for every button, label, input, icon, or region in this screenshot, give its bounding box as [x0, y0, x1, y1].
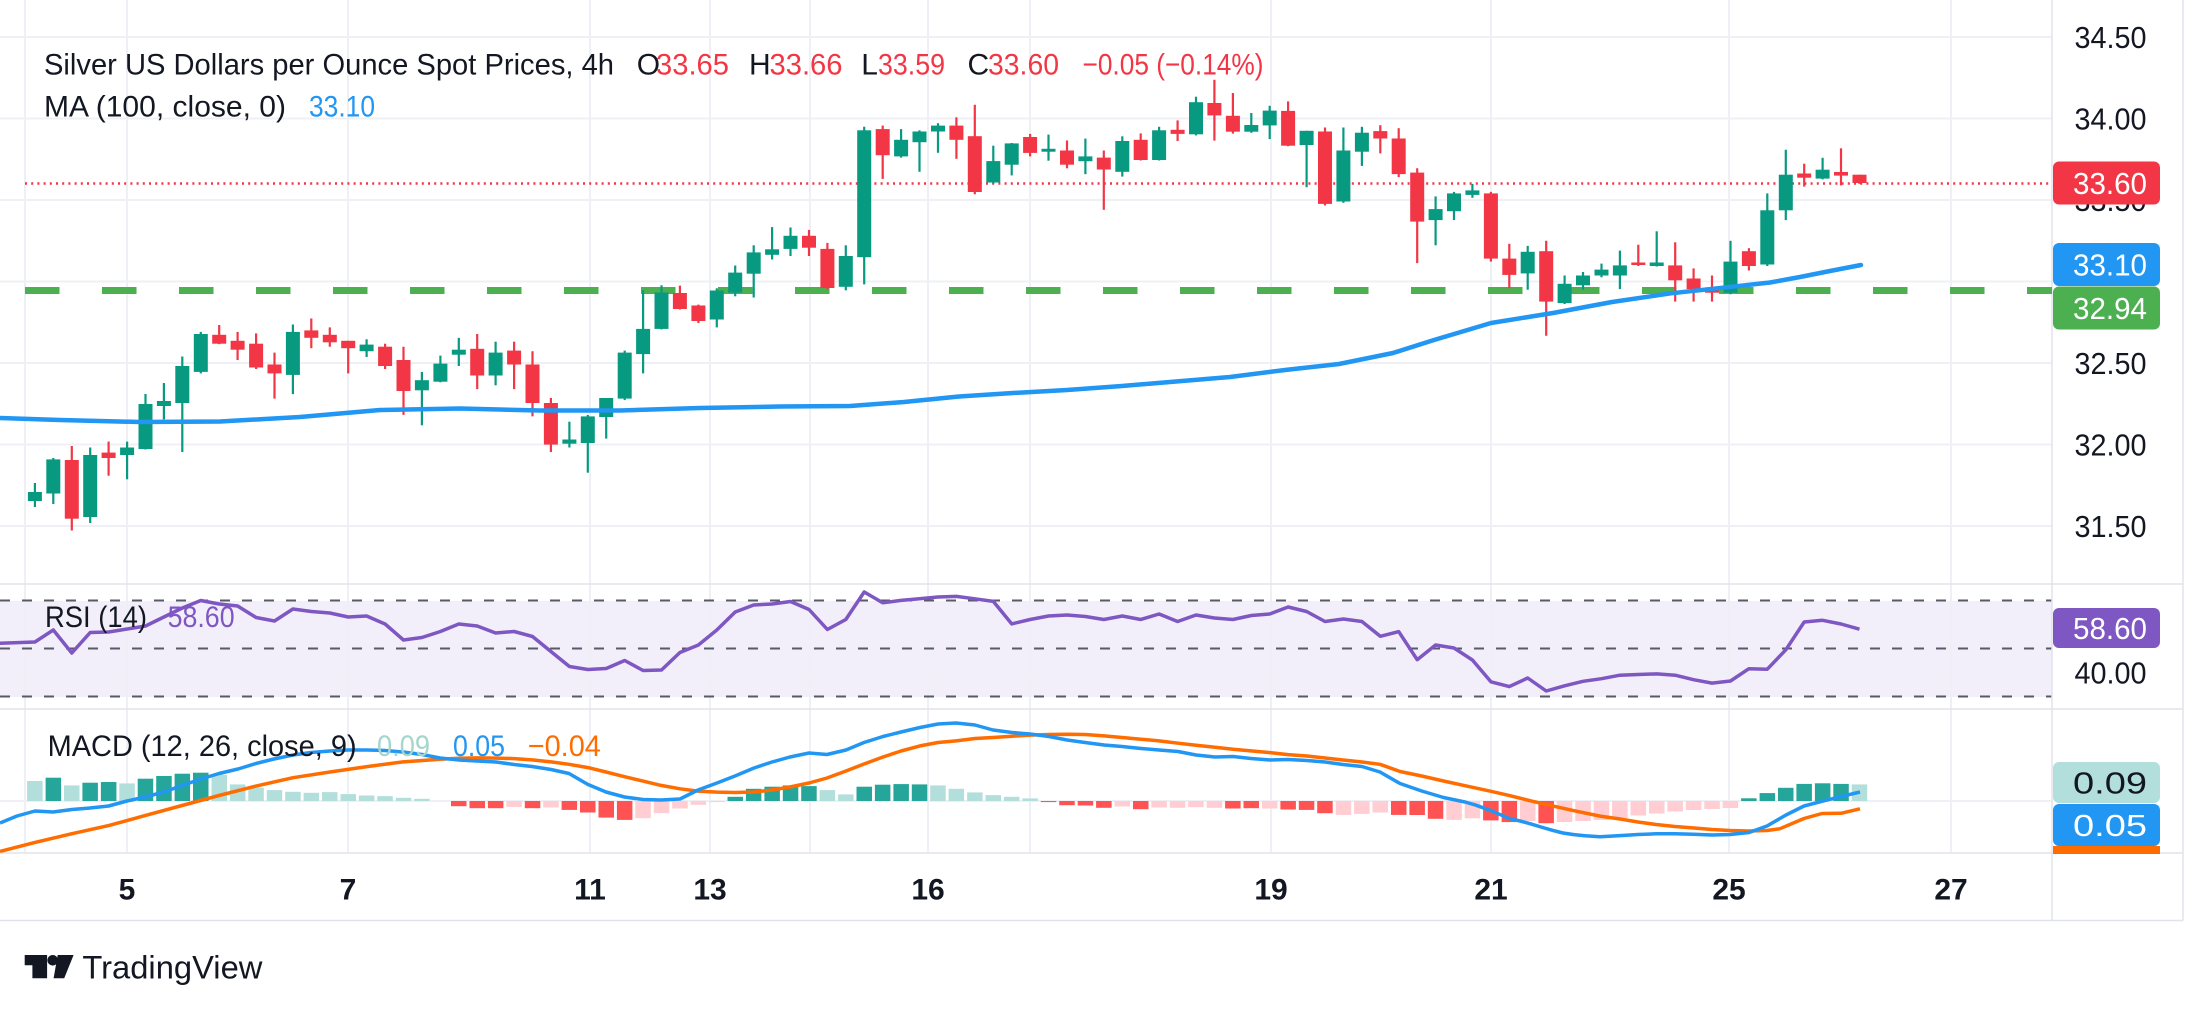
svg-text:0.05: 0.05: [2073, 808, 2147, 843]
svg-text:40.00: 40.00: [2075, 656, 2147, 691]
svg-text:0.09: 0.09: [2073, 766, 2147, 801]
svg-text:21: 21: [1474, 874, 1507, 907]
svg-text:L: L: [861, 49, 878, 82]
svg-text:MA (100, close, 0): MA (100, close, 0): [44, 91, 286, 124]
svg-text:32.50: 32.50: [2075, 346, 2147, 381]
svg-text:H: H: [749, 49, 771, 82]
svg-text:58.60: 58.60: [168, 601, 235, 634]
svg-text:33.59: 33.59: [878, 49, 945, 82]
svg-text:−0.04: −0.04: [528, 730, 601, 763]
svg-text:RSI (14): RSI (14): [45, 601, 147, 634]
svg-text:16: 16: [911, 874, 944, 907]
svg-text:11: 11: [574, 874, 606, 907]
svg-text:5: 5: [119, 874, 136, 907]
svg-text:32.00: 32.00: [2075, 428, 2147, 463]
svg-text:58.60: 58.60: [2073, 611, 2147, 646]
svg-text:33.10: 33.10: [309, 91, 375, 124]
svg-text:25: 25: [1712, 874, 1745, 907]
svg-text:C: C: [968, 49, 990, 82]
svg-text:34.00: 34.00: [2075, 102, 2147, 137]
svg-text:33.60: 33.60: [988, 49, 1059, 82]
svg-text:33.60: 33.60: [2073, 166, 2147, 201]
svg-text:31.50: 31.50: [2075, 509, 2147, 544]
svg-text:33.65: 33.65: [656, 49, 729, 82]
svg-text:13: 13: [693, 874, 726, 907]
svg-text:O: O: [637, 49, 660, 82]
svg-text:19: 19: [1254, 874, 1287, 907]
svg-text:7: 7: [340, 874, 357, 907]
svg-text:0.09: 0.09: [377, 730, 430, 763]
svg-text:27: 27: [1934, 874, 1967, 907]
svg-text:33.66: 33.66: [770, 49, 843, 82]
svg-text:Silver US Dollars per Ounce Sp: Silver US Dollars per Ounce Spot Prices,…: [44, 49, 614, 82]
svg-text:MACD (12, 26, close, 9): MACD (12, 26, close, 9): [48, 730, 357, 763]
svg-text:−0.05 (−0.14%): −0.05 (−0.14%): [1083, 49, 1264, 82]
svg-text:32.94: 32.94: [2073, 291, 2147, 326]
svg-text:TradingView: TradingView: [82, 950, 263, 986]
svg-text:34.50: 34.50: [2075, 20, 2147, 55]
svg-text:33.10: 33.10: [2073, 248, 2147, 283]
svg-text:0.05: 0.05: [453, 730, 505, 763]
